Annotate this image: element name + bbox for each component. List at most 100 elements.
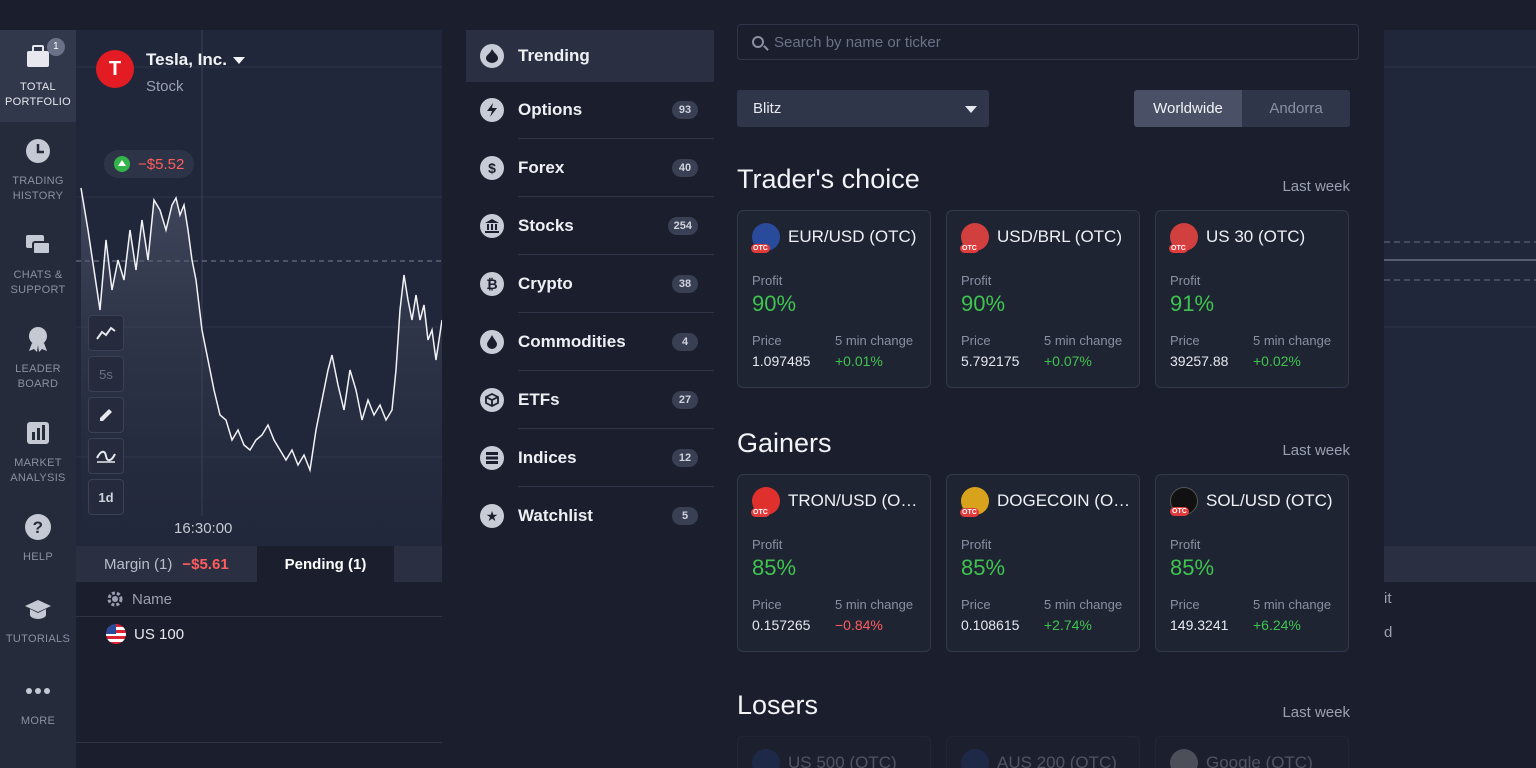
drawing-tools-button[interactable] (88, 397, 124, 433)
asset-selector[interactable]: T Tesla, Inc. Stock (96, 50, 245, 95)
solana-icon: OTC (1170, 487, 1198, 516)
column-name: Name (132, 590, 173, 608)
profit-value: 85% (961, 555, 1006, 580)
asset-card[interactable]: OTC USD/BRL (OTC) Profit 90% Price 5 min … (946, 210, 1140, 388)
asset-card[interactable]: OTC DOGECOIN (OTC) Profit 85% Price 5 min… (946, 474, 1140, 652)
profit-value: 90% (752, 291, 797, 316)
tab-pending[interactable]: Pending (1) (256, 546, 395, 582)
tab-margin[interactable]: Margin (1) −$5.61 (104, 555, 229, 573)
nav-leaderboard[interactable]: LEADER BOARD (0, 312, 76, 404)
section-period[interactable]: Last week (1282, 178, 1350, 195)
category-trending[interactable]: Trending (466, 30, 714, 82)
category-panel: Trending Options 93 $ Forex 40 Stocks 25… (466, 30, 714, 768)
chevron-down-icon (232, 57, 245, 65)
chart-type-button[interactable] (88, 315, 124, 351)
us-flag-icon (106, 624, 126, 644)
nav-label: TRADING HISTORY (12, 175, 64, 202)
pnl-indicator[interactable]: −$5.52 (104, 150, 195, 178)
left-navigation: 1 TOTAL PORTFOLIO TRADING HISTORY CHATS … (0, 30, 76, 768)
asset-card[interactable]: OTC SOL/USD (OTC) Profit 85% Price 5 min … (1155, 474, 1349, 652)
nav-market-analysis[interactable]: MARKET ANALYSIS (0, 406, 76, 498)
period-button[interactable]: 1d (88, 479, 124, 515)
category-count: 4 (672, 333, 698, 351)
gear-icon[interactable] (106, 590, 124, 608)
region-andorra[interactable]: Andorra (1242, 90, 1350, 127)
wave-icon (96, 450, 116, 463)
position-tabs: Margin (1) −$5.61 Pending (1) (76, 546, 442, 582)
us500-icon (752, 749, 780, 768)
nav-total-portfolio[interactable]: 1 TOTAL PORTFOLIO (0, 30, 76, 122)
nav-more[interactable]: MORE (0, 664, 76, 756)
category-stocks[interactable]: Stocks 254 (466, 198, 714, 254)
dots-icon (23, 676, 53, 706)
region-worldwide[interactable]: Worldwide (1134, 90, 1242, 127)
stack-icon (480, 446, 504, 470)
divider (518, 370, 714, 371)
category-count: 12 (672, 449, 698, 467)
section-period[interactable]: Last week (1282, 442, 1350, 459)
change-value: +2.74% (1044, 617, 1092, 633)
asset-card[interactable]: AUS 200 (OTC) (946, 736, 1140, 768)
category-count: 5 (672, 507, 698, 525)
category-commodities[interactable]: Commodities 4 (466, 314, 714, 370)
category-etfs[interactable]: ETFs 27 (466, 372, 714, 428)
right-fragment: d (1384, 624, 1393, 641)
chevron-down-icon (965, 106, 977, 113)
filter-selected: Blitz (753, 100, 782, 117)
timeframe-button[interactable]: 5s (88, 356, 124, 392)
positions-list: Name US 100 (76, 582, 442, 768)
profit-value: 85% (1170, 555, 1215, 580)
nav-label: CHATS & SUPPORT (10, 269, 66, 296)
category-indices[interactable]: Indices 12 (466, 430, 714, 486)
category-forex[interactable]: $ Forex 40 (466, 140, 714, 196)
asset-card[interactable]: OTC US 30 (OTC) Profit 91% Price 5 min ch… (1155, 210, 1349, 388)
nav-trading-history[interactable]: TRADING HISTORY (0, 124, 76, 216)
category-count: 38 (672, 275, 698, 293)
change-value: +0.02% (1253, 353, 1301, 369)
asset-card[interactable]: US 500 (OTC) (737, 736, 931, 768)
change-value: −0.84% (835, 617, 883, 633)
category-crypto[interactable]: ₿ Crypto 38 (466, 256, 714, 312)
section-title: Losers (737, 690, 819, 720)
chart-time-label: 16:30:00 (174, 520, 233, 537)
divider (518, 486, 714, 487)
indicators-button[interactable] (88, 438, 124, 474)
list-item[interactable]: US 100 (106, 624, 184, 644)
usd-brl-icon: OTC (960, 223, 989, 253)
asset-card[interactable]: OTC TRON/USD (OTC) Profit 85% Price 5 min… (737, 474, 931, 652)
nav-label: MORE (20, 715, 56, 727)
tron-icon: OTC (751, 487, 780, 517)
nav-help[interactable]: ? HELP (0, 500, 76, 592)
nav-chats-support[interactable]: CHATS & SUPPORT (0, 218, 76, 310)
change-value: +0.07% (1044, 353, 1092, 369)
search-input[interactable]: Search by name or ticker (737, 24, 1359, 60)
eur-usd-icon: OTC (751, 223, 780, 253)
section-period[interactable]: Last week (1282, 704, 1350, 721)
nav-label: LEADER BOARD (15, 363, 61, 390)
filter-select[interactable]: Blitz (737, 90, 989, 127)
drop-icon (480, 330, 504, 354)
asset-name: Tesla, Inc. (146, 50, 227, 69)
price-chart[interactable] (76, 30, 442, 546)
chart-pane[interactable]: T Tesla, Inc. Stock −$5.52 5s 1d 16:30:0… (76, 30, 442, 546)
asset-card[interactable]: Google (OTC) (1155, 736, 1349, 768)
cube-icon (480, 388, 504, 412)
bitcoin-icon: ₿ (480, 272, 504, 296)
price-value: 0.108615 (961, 617, 1020, 633)
nav-tutorials[interactable]: TUTORIALS (0, 582, 76, 674)
medal-icon (23, 324, 53, 354)
category-count: 93 (672, 101, 698, 119)
us30-icon: OTC (1169, 223, 1198, 253)
search-icon (752, 36, 764, 48)
category-watchlist[interactable]: ★ Watchlist 5 (466, 488, 714, 544)
line-chart-icon (96, 326, 116, 340)
portfolio-badge: 1 (47, 38, 65, 56)
asset-card[interactable]: OTC EUR/USD (OTC) Profit 90% Price 5 min … (737, 210, 931, 388)
list-header: Name (106, 590, 172, 608)
price-value: 0.157265 (752, 617, 811, 633)
chat-icon (23, 230, 53, 260)
svg-text:?: ? (33, 518, 44, 537)
margin-value: −$5.61 (182, 555, 229, 573)
category-options[interactable]: Options 93 (466, 82, 714, 138)
bank-icon (480, 214, 504, 238)
